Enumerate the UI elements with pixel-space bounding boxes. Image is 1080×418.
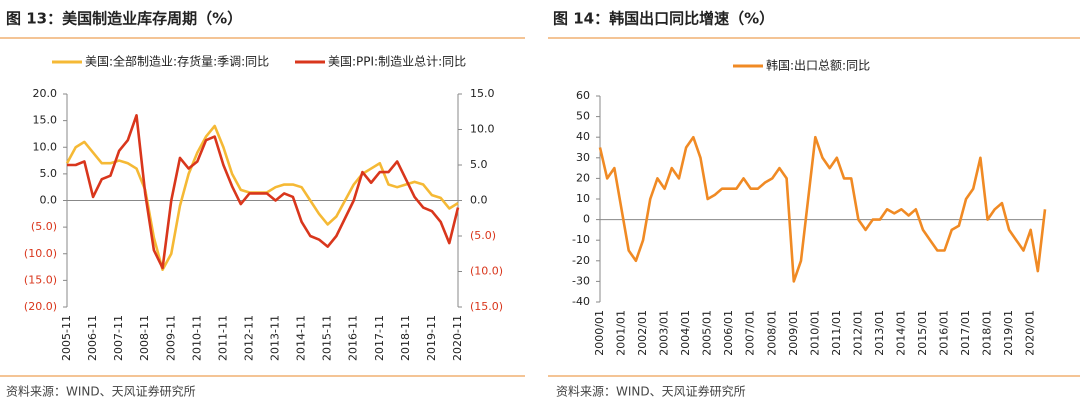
x-tick-label: 2009/01 (787, 310, 800, 356)
y-tick-label: (20.0) (24, 300, 57, 313)
chart-title: 图 14：韩国出口同比增速（%） (553, 10, 774, 28)
x-tick-label: 2017/01 (959, 310, 972, 356)
x-tick-label: 2007/01 (744, 310, 757, 356)
y-tick-label: 20.0 (33, 87, 58, 100)
y-tick-label: 5.0 (40, 167, 58, 180)
x-tick-label: 2018/01 (981, 310, 994, 356)
x-tick-label: 2011/01 (830, 310, 843, 356)
data-line (598, 135, 1047, 283)
y-tick-label: 15.0 (33, 114, 58, 127)
x-tick-label: 2008-11 (138, 315, 151, 361)
x-tick-label: 2011-11 (216, 315, 229, 361)
x-tick-label: 2014/01 (894, 310, 907, 356)
x-tick-label: 2015/01 (916, 310, 929, 356)
x-tick-label: 2002/01 (636, 310, 649, 356)
x-tick-label: 2006/01 (722, 310, 735, 356)
y-tick-label: -30 (572, 274, 590, 287)
y-tick-label: -20 (572, 254, 590, 267)
y2-tick-label: 0.0 (470, 194, 488, 207)
chart-title: 图 13：美国制造业库存周期（%） (6, 10, 242, 28)
x-tick-label: 2005-11 (60, 315, 73, 361)
y2-tick-label: 15.0 (470, 87, 495, 100)
x-tick-label: 2020-11 (451, 315, 464, 361)
y-tick-label: 40 (576, 130, 590, 143)
x-tick-label: 2015-11 (321, 315, 334, 361)
x-tick-label: 2016/01 (938, 310, 951, 356)
legend-label: 韩国:出口总额:同比 (766, 58, 870, 73)
y-tick-label: 10 (576, 192, 590, 205)
legend-label: 美国:全部制造业:存货量:季调:同比 (85, 54, 269, 69)
x-tick-label: 2019/01 (1002, 310, 1015, 356)
y-tick-label: -10 (572, 233, 590, 246)
y2-tick-label: (15.0) (470, 300, 503, 313)
y-tick-label: 0.0 (40, 194, 58, 207)
y-tick-label: 50 (576, 110, 590, 123)
x-tick-label: 2016-11 (347, 315, 360, 361)
x-tick-label: 2012/01 (851, 310, 864, 356)
data-line (67, 114, 460, 270)
x-tick-label: 2014-11 (295, 315, 308, 361)
source-note: 资料来源：WIND、天风证券研究所 (556, 384, 746, 399)
y-tick-label: 20 (576, 171, 590, 184)
y2-tick-label: (5.0) (470, 229, 496, 242)
x-tick-label: 2004/01 (679, 310, 692, 356)
x-tick-label: 2019-11 (425, 315, 438, 361)
x-tick-label: 2020/01 (1024, 310, 1037, 356)
y-tick-label: 0 (583, 213, 590, 226)
legend-label: 美国:PPI:制造业总计:同比 (328, 55, 466, 69)
y2-tick-label: 5.0 (470, 158, 488, 171)
x-tick-label: 2005/01 (701, 310, 714, 356)
y-tick-label: -40 (572, 295, 590, 308)
x-tick-label: 2007-11 (112, 315, 125, 361)
x-tick-label: 2001/01 (615, 310, 628, 356)
y2-tick-label: (10.0) (470, 265, 503, 278)
x-tick-label: 2000/01 (593, 310, 606, 356)
data-line (65, 124, 459, 272)
x-tick-label: 2006-11 (86, 315, 99, 361)
y-tick-label: 30 (576, 151, 590, 164)
y-tick-label: 60 (576, 89, 590, 102)
x-tick-label: 2008/01 (765, 310, 778, 356)
x-tick-label: 2010-11 (190, 315, 203, 361)
y2-tick-label: 10.0 (470, 123, 495, 136)
y-tick-label: 10.0 (33, 140, 58, 153)
x-tick-label: 2013/01 (873, 310, 886, 356)
x-tick-label: 2017-11 (373, 315, 386, 361)
x-tick-label: 2012-11 (242, 315, 255, 361)
source-note: 资料来源：WIND、天风证券研究所 (6, 384, 196, 399)
x-tick-label: 2013-11 (269, 315, 282, 361)
y-tick-label: (15.0) (24, 273, 57, 286)
x-tick-label: 2018-11 (399, 315, 412, 361)
x-tick-label: 2010/01 (808, 310, 821, 356)
x-tick-label: 2009-11 (164, 315, 177, 361)
x-tick-label: 2003/01 (658, 310, 671, 356)
y-tick-label: (5.0) (31, 220, 57, 233)
y-tick-label: (10.0) (24, 247, 57, 260)
